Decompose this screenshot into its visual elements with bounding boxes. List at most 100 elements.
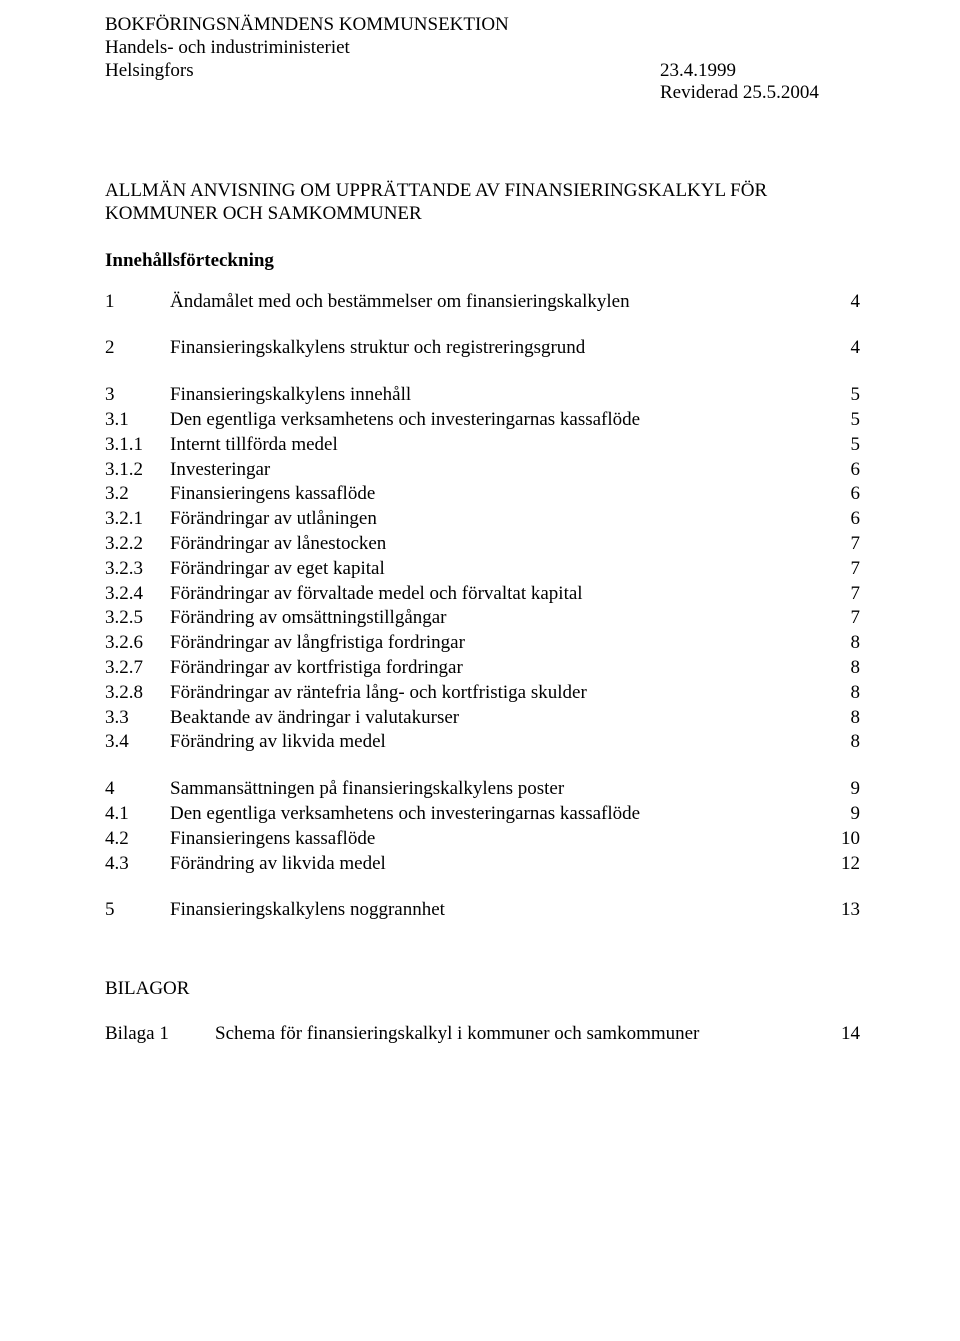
document-page: BOKFÖRINGSNÄMNDENS KOMMUNSEKTION Handels… — [0, 0, 960, 1341]
toc-label: Internt tillförda medel — [170, 434, 830, 457]
header-line-1: BOKFÖRINGSNÄMNDENS KOMMUNSEKTION — [105, 14, 860, 37]
toc-label: Förändringar av förvaltade medel och för… — [170, 583, 830, 606]
toc-number: 1 — [105, 291, 170, 314]
toc-row: 3.4Förändring av likvida medel8 — [105, 731, 860, 754]
toc-row: 3.2.2Förändringar av lånestocken7 — [105, 533, 860, 556]
toc-number: 2 — [105, 337, 170, 360]
title-line-1: ALLMÄN ANVISNING OM UPPRÄTTANDE AV FINAN… — [105, 180, 860, 203]
toc-page-number: 10 — [830, 828, 860, 851]
toc-page-number: 8 — [830, 731, 860, 754]
toc-label: Förändringar av lånestocken — [170, 533, 830, 556]
toc-row: 3.2.4Förändringar av förvaltade medel oc… — [105, 583, 860, 606]
toc-number: 3.3 — [105, 707, 170, 730]
toc-label: Finansieringens kassaflöde — [170, 483, 830, 506]
toc-row: 3.2.1Förändringar av utlåningen6 — [105, 508, 860, 531]
toc-row: 1Ändamålet med och bestämmelser om finan… — [105, 291, 860, 314]
toc-page-number: 5 — [830, 384, 860, 407]
toc-page-number: 7 — [830, 558, 860, 581]
toc-label: Sammansättningen på finansieringskalkyle… — [170, 778, 830, 801]
toc-row: 5Finansieringskalkylens noggrannhet13 — [105, 899, 860, 922]
toc-page-number: 6 — [830, 483, 860, 506]
toc-page-number: 6 — [830, 459, 860, 482]
toc-gap — [105, 877, 860, 899]
appendix-number: Bilaga 1 — [105, 1023, 215, 1046]
header-line-2: Handels- och industriministeriet — [105, 37, 860, 60]
header-line-3: Helsingfors 23.4.1999 — [105, 60, 860, 83]
toc-list: 1Ändamålet med och bestämmelser om finan… — [105, 291, 860, 923]
city-name: Helsingfors — [105, 60, 194, 83]
toc-page-number: 12 — [830, 853, 860, 876]
toc-row: 4Sammansättningen på finansieringskalkyl… — [105, 778, 860, 801]
toc-label: Förändring av likvida medel — [170, 731, 830, 754]
toc-row: 3.2.7Förändringar av kortfristiga fordri… — [105, 657, 860, 680]
toc-number: 3 — [105, 384, 170, 407]
appendix-list: Bilaga 1Schema för finansieringskalkyl i… — [105, 1023, 860, 1046]
toc-page-number: 8 — [830, 682, 860, 705]
toc-number: 3.2.3 — [105, 558, 170, 581]
toc-label: Finansieringskalkylens noggrannhet — [170, 899, 830, 922]
main-title: ALLMÄN ANVISNING OM UPPRÄTTANDE AV FINAN… — [105, 180, 860, 226]
toc-page-number: 7 — [830, 533, 860, 556]
toc-heading: Innehållsförteckning — [105, 250, 860, 273]
toc-number: 4.1 — [105, 803, 170, 826]
toc-label: Den egentliga verksamhetens och invester… — [170, 803, 830, 826]
header-line-4: Reviderad 25.5.2004 — [105, 82, 860, 105]
toc-label: Förändring av likvida medel — [170, 853, 830, 876]
toc-number: 3.2.2 — [105, 533, 170, 556]
title-line-2: KOMMUNER OCH SAMKOMMUNER — [105, 203, 860, 226]
toc-page-number: 8 — [830, 632, 860, 655]
toc-number: 3.2.6 — [105, 632, 170, 655]
toc-page-number: 4 — [830, 337, 860, 360]
toc-label: Beaktande av ändringar i valutakurser — [170, 707, 830, 730]
ministry-name: Handels- och industriministeriet — [105, 37, 350, 60]
appendix-page-number: 14 — [826, 1023, 860, 1046]
revised-label: Reviderad 25.5.2004 — [660, 82, 860, 105]
toc-label: Ändamålet med och bestämmelser om finans… — [170, 291, 830, 314]
toc-row: 2Finansieringskalkylens struktur och reg… — [105, 337, 860, 360]
toc-page-number: 9 — [830, 778, 860, 801]
appendix-label: Schema för finansieringskalkyl i kommune… — [215, 1023, 826, 1046]
toc-label: Förändringar av långfristiga fordringar — [170, 632, 830, 655]
org-name: BOKFÖRINGSNÄMNDENS KOMMUNSEKTION — [105, 14, 509, 37]
toc-page-number: 4 — [830, 291, 860, 314]
toc-page-number: 9 — [830, 803, 860, 826]
toc-number: 5 — [105, 899, 170, 922]
toc-label: Finansieringens kassaflöde — [170, 828, 830, 851]
toc-number: 3.4 — [105, 731, 170, 754]
toc-number: 3.2.8 — [105, 682, 170, 705]
toc-number: 3.1 — [105, 409, 170, 432]
toc-row: 3.2.3Förändringar av eget kapital7 — [105, 558, 860, 581]
toc-number: 4.2 — [105, 828, 170, 851]
toc-page-number: 7 — [830, 607, 860, 630]
toc-number: 3.2.7 — [105, 657, 170, 680]
toc-page-number: 5 — [830, 434, 860, 457]
toc-number: 3.2.4 — [105, 583, 170, 606]
toc-label: Investeringar — [170, 459, 830, 482]
toc-row: 4.3Förändring av likvida medel12 — [105, 853, 860, 876]
toc-label: Den egentliga verksamhetens och invester… — [170, 409, 830, 432]
toc-label: Förändringar av utlåningen — [170, 508, 830, 531]
toc-page-number: 7 — [830, 583, 860, 606]
toc-row: 3.2.8Förändringar av räntefria lång- och… — [105, 682, 860, 705]
toc-row: 3.2.6Förändringar av långfristiga fordri… — [105, 632, 860, 655]
toc-page-number: 13 — [830, 899, 860, 922]
toc-number: 3.1.2 — [105, 459, 170, 482]
toc-gap — [105, 315, 860, 337]
toc-row: 3.1.2Investeringar6 — [105, 459, 860, 482]
toc-number: 4 — [105, 778, 170, 801]
toc-row: 3Finansieringskalkylens innehåll5 — [105, 384, 860, 407]
header-block: BOKFÖRINGSNÄMNDENS KOMMUNSEKTION Handels… — [105, 14, 860, 105]
toc-number: 4.3 — [105, 853, 170, 876]
toc-label: Förändringar av eget kapital — [170, 558, 830, 581]
toc-row: 4.2Finansieringens kassaflöde10 — [105, 828, 860, 851]
toc-page-number: 5 — [830, 409, 860, 432]
toc-gap — [105, 756, 860, 778]
toc-row: 3.3Beaktande av ändringar i valutakurser… — [105, 707, 860, 730]
toc-row: 3.1Den egentliga verksamhetens och inves… — [105, 409, 860, 432]
toc-number: 3.1.1 — [105, 434, 170, 457]
appendix-row: Bilaga 1Schema för finansieringskalkyl i… — [105, 1023, 860, 1046]
toc-row: 3.2Finansieringens kassaflöde6 — [105, 483, 860, 506]
toc-label: Förändringar av räntefria lång- och kort… — [170, 682, 830, 705]
toc-label: Förändringar av kortfristiga fordringar — [170, 657, 830, 680]
appendix-heading: BILAGOR — [105, 978, 860, 1001]
